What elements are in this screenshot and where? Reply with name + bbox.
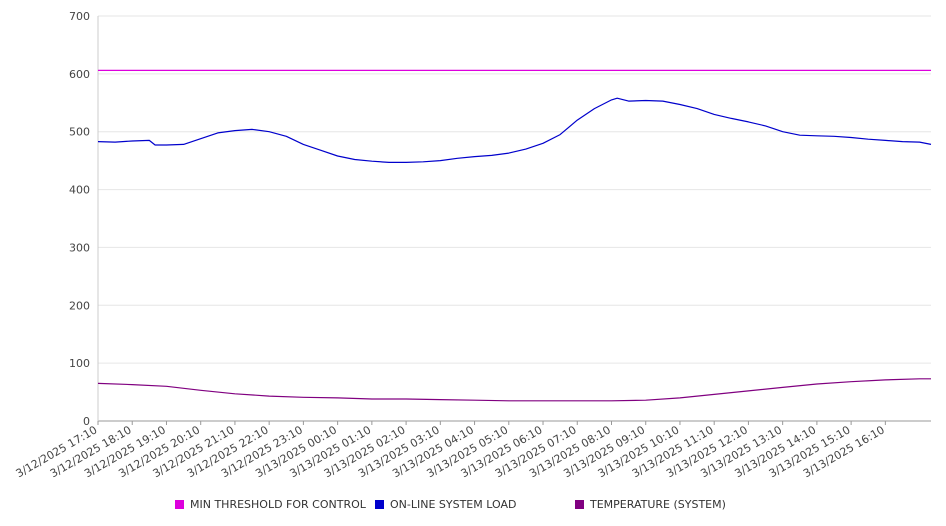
- gridlines: [98, 15, 931, 422]
- series-line-on-line-system-load: [97, 97, 932, 163]
- legend-label-min-threshold: MIN THRESHOLD FOR CONTROL: [190, 498, 366, 511]
- y-tick-label: 100: [69, 357, 90, 370]
- legend-label-system-load: ON-LINE SYSTEM LOAD: [390, 498, 517, 511]
- legend: MIN THRESHOLD FOR CONTROL ON-LINE SYSTEM…: [0, 498, 946, 516]
- legend-label-temperature: TEMPERATURE (SYSTEM): [590, 498, 726, 511]
- y-tick-label: 700: [69, 10, 90, 23]
- series-line-temperature-system: [97, 378, 931, 402]
- y-axis: 0 100 200 300 400 500 600 700: [69, 10, 99, 428]
- y-tick-label: 400: [69, 184, 90, 197]
- y-tick-label: 600: [69, 68, 90, 81]
- legend-swatch-system-load: [375, 500, 384, 509]
- legend-item-system-load: ON-LINE SYSTEM LOAD: [375, 498, 516, 511]
- y-tick-label: 0: [83, 415, 90, 428]
- legend-item-min-threshold: MIN THRESHOLD FOR CONTROL: [175, 498, 366, 511]
- y-tick-label: 300: [69, 241, 90, 254]
- legend-swatch-temperature: [575, 500, 584, 509]
- y-tick-label: 200: [69, 299, 90, 312]
- legend-item-temperature: TEMPERATURE (SYSTEM): [575, 498, 726, 511]
- x-axis: 3/12/2025 17:103/12/2025 18:103/12/2025 …: [14, 421, 887, 480]
- y-tick-label: 500: [69, 126, 90, 139]
- legend-swatch-min-threshold: [175, 500, 184, 509]
- plot-area: [97, 69, 932, 402]
